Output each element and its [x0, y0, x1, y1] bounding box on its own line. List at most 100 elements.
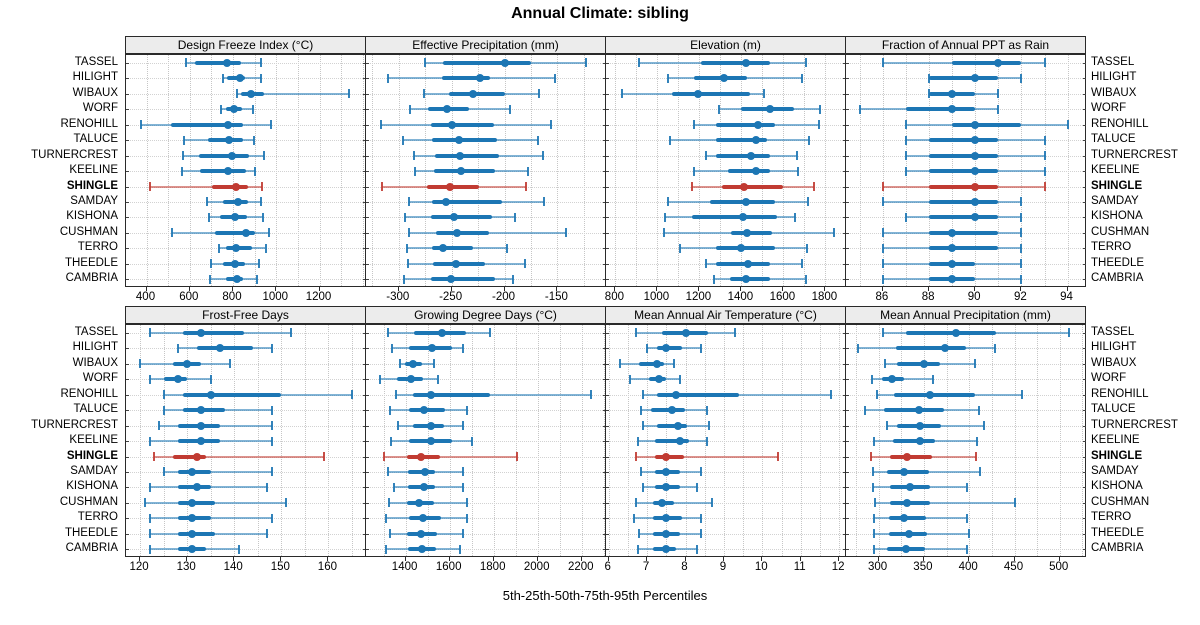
interquartile-bar-shingle	[889, 454, 933, 459]
median-dot-worf	[948, 105, 957, 114]
whisker-cap-low	[905, 120, 907, 130]
row-tick-right	[843, 124, 846, 126]
median-dot-terro	[900, 514, 908, 523]
whisker-cap-high	[931, 374, 934, 384]
axis-tick	[1020, 287, 1022, 291]
whisker-cap-low	[882, 328, 885, 338]
row-tick-right	[363, 78, 366, 80]
median-dot-keeline	[916, 437, 925, 445]
interquartile-bar-wibaux	[672, 91, 750, 96]
interquartile-bar-tassel	[195, 60, 241, 65]
row-tick-left	[126, 248, 129, 250]
site-label-left-worf: WORF	[82, 372, 118, 385]
whisker-cap-high	[734, 328, 737, 338]
whisker-cap-low	[873, 436, 876, 446]
percentile-whisker-samday	[163, 470, 272, 473]
whisker-cap-low	[691, 182, 694, 191]
median-dot-kishona	[906, 483, 915, 492]
panel-design-freeze-index-c-	[125, 54, 366, 287]
row-tick-left	[606, 171, 609, 172]
site-label-left-terro: TERRO	[77, 511, 118, 524]
interquartile-bar-terro	[929, 246, 999, 251]
median-dot-worf	[654, 375, 663, 384]
axis-tick	[824, 287, 826, 291]
row-tick-left	[366, 62, 369, 64]
row-tick-right	[363, 549, 366, 551]
row-tick-left	[846, 248, 849, 250]
row-tick-right	[603, 217, 606, 219]
axis-tick-label: 1800	[479, 561, 506, 573]
whisker-cap-high	[270, 405, 273, 415]
median-dot-theedle	[231, 259, 240, 268]
whisker-cap-low	[148, 513, 151, 523]
row-tick-left	[606, 140, 609, 142]
whisker-cap-low	[634, 328, 637, 338]
row-tick-left	[606, 78, 609, 80]
row-tick-right	[603, 155, 606, 157]
axis-tick	[188, 287, 190, 291]
row-tick-right	[843, 487, 846, 489]
gridline-horizontal	[846, 379, 1085, 381]
median-dot-worf	[407, 375, 416, 384]
row-tick-right	[363, 332, 366, 334]
whisker-cap-low	[162, 390, 165, 400]
site-label-left-samday: SAMDAY	[70, 464, 118, 477]
row-tick-left	[366, 201, 369, 203]
whisker-cap-high	[489, 328, 492, 338]
row-tick-right	[1083, 217, 1086, 219]
row-tick-left	[126, 186, 129, 188]
whisker-cap-low	[628, 374, 631, 384]
interquartile-bar-tassel	[952, 60, 1022, 65]
median-dot-wibaux	[694, 89, 703, 98]
gridline-vertical	[991, 325, 993, 556]
axis-tick-label: 1800	[811, 291, 838, 303]
gridline-vertical	[882, 55, 884, 286]
row-tick-right	[843, 518, 846, 520]
row-tick-left	[126, 93, 129, 95]
whisker-cap-high	[974, 452, 977, 461]
whisker-cap-low	[637, 58, 640, 68]
row-tick-right	[603, 140, 606, 142]
median-dot-cambria	[187, 545, 196, 554]
median-dot-kishona	[420, 483, 429, 492]
interquartile-bar-terro	[431, 246, 473, 251]
whisker-cap-high	[1043, 166, 1046, 176]
whisker-cap-high	[564, 228, 567, 238]
median-dot-tassel	[438, 328, 446, 337]
row-tick-left	[846, 124, 849, 126]
site-label-right-tassel: TASSEL	[1091, 55, 1135, 68]
row-tick-left	[366, 425, 369, 427]
panel-title: Mean Annual Precipitation (mm)	[880, 308, 1051, 322]
interquartile-bar-renohill	[413, 392, 491, 397]
axis-tick	[450, 287, 452, 291]
axis-tick-label: 7	[642, 561, 650, 573]
whisker-cap-high	[801, 73, 804, 83]
row-tick-right	[843, 394, 846, 396]
whisker-cap-low	[693, 166, 696, 176]
whisker-cap-high	[979, 467, 981, 477]
panel-growing-degree-days-c-	[365, 324, 606, 557]
site-label-right-theedle: THEEDLE	[1091, 526, 1145, 539]
row-tick-left	[366, 109, 369, 111]
axis-tick-label: 400	[135, 291, 156, 303]
median-dot-samday	[233, 197, 242, 206]
row-tick-left	[846, 363, 849, 365]
site-label-right-cambria: CAMBRIA	[1091, 272, 1144, 285]
percentile-whisker-terro	[149, 517, 272, 520]
site-label-right-theedle: THEEDLE	[1091, 256, 1145, 269]
gridline-vertical	[839, 325, 841, 556]
row-tick-left	[606, 109, 609, 111]
interquartile-bar-tassel	[443, 60, 531, 65]
whisker-cap-high	[270, 513, 273, 523]
median-dot-shingle	[417, 452, 425, 461]
row-tick-right	[1083, 394, 1086, 396]
row-tick-left	[846, 279, 849, 281]
whisker-cap-low	[875, 390, 878, 400]
median-dot-terro	[737, 244, 746, 253]
whisker-cap-low	[872, 467, 875, 477]
whisker-cap-low	[206, 197, 209, 207]
whisker-cap-low	[620, 89, 623, 99]
median-dot-terro	[419, 514, 428, 523]
row-tick-right	[1083, 78, 1086, 80]
gridline-vertical	[800, 325, 802, 556]
